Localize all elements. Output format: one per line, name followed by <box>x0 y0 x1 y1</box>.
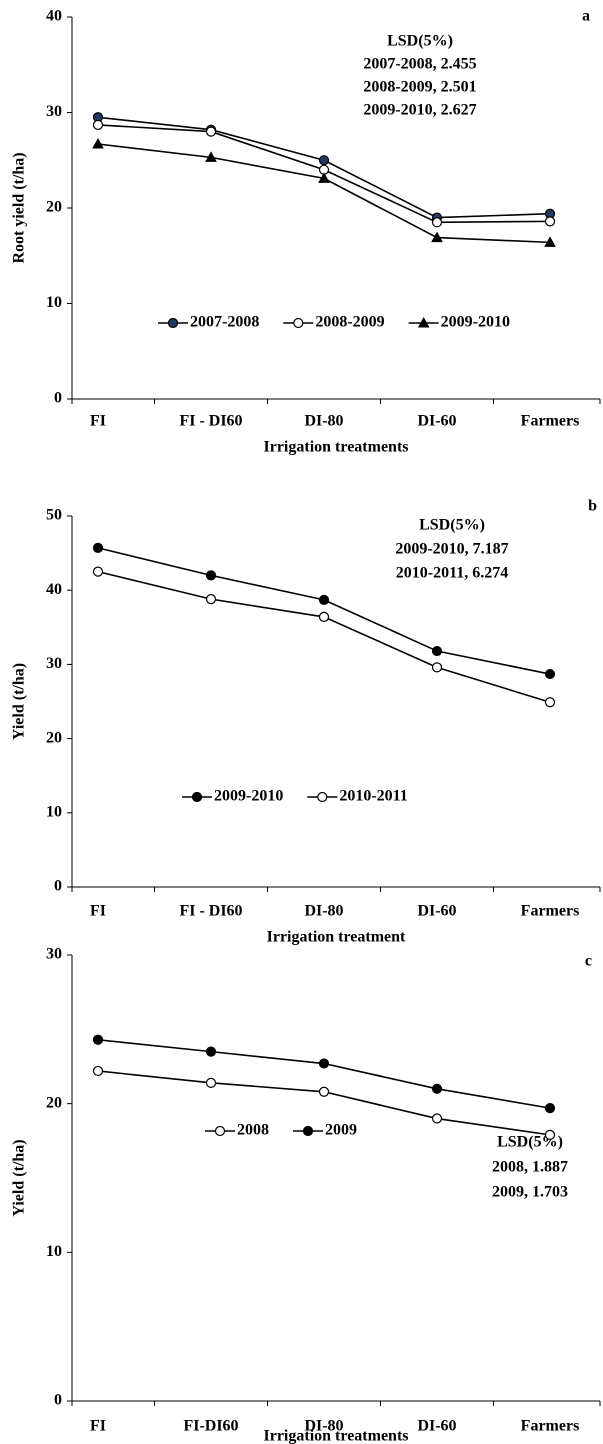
marker <box>431 662 443 673</box>
x-tick-label: Farmers <box>521 1418 580 1435</box>
legend-label: 2009 <box>325 1122 357 1139</box>
legend-marker <box>191 791 203 803</box>
x-tick-label: FI <box>90 413 106 430</box>
x-tick-label: FI - DI60 <box>179 413 242 430</box>
legend-marker <box>293 317 304 329</box>
y-tick-label: 10 <box>46 1243 62 1260</box>
series-line <box>97 1070 551 1136</box>
marker <box>318 172 330 183</box>
y-tick-label: 50 <box>46 507 62 524</box>
y-tick-label: 30 <box>46 946 62 963</box>
y-tick-label: 0 <box>54 390 62 407</box>
x-tick-label: FI <box>90 903 106 920</box>
legend-marker <box>417 316 430 328</box>
chart-panel: 0 10 20 30 40 50 FI FI - DI60 DI-80 DI-60 Farmers I… <box>11 498 601 946</box>
panel-label: a <box>582 8 590 25</box>
y-tick-label: 0 <box>54 1392 62 1409</box>
marker <box>318 155 330 166</box>
legend-label: 2008-2009 <box>315 314 384 331</box>
x-tick-label: FI <box>90 1418 106 1435</box>
y-tick-label: 40 <box>46 8 62 25</box>
marker <box>92 566 104 577</box>
legend-marker <box>167 317 179 329</box>
x-tick-label: DI-80 <box>304 413 343 430</box>
x-tick-label: FI-DI60 <box>183 1418 238 1435</box>
lsd-line: 2010-2011, 6.274 <box>396 565 508 582</box>
marker <box>205 151 217 162</box>
x-tick-label: FI - DI60 <box>179 903 242 920</box>
x-axis-title: Irrigation treatments <box>264 1428 409 1444</box>
marker <box>92 1034 104 1045</box>
panel-label: c <box>585 953 592 970</box>
legend-marker <box>214 1125 226 1137</box>
y-tick-label: 30 <box>46 655 62 672</box>
legend-marker <box>317 791 328 803</box>
marker <box>431 645 443 657</box>
x-axis-title: Irrigation treatments <box>264 439 409 456</box>
y-tick-label: 20 <box>46 1094 62 1111</box>
legend-marker <box>302 1125 314 1137</box>
marker <box>92 1065 104 1077</box>
marker <box>318 1058 330 1069</box>
legend-label: 2009-2010 <box>441 314 510 331</box>
marker <box>544 697 556 708</box>
marker <box>205 594 217 605</box>
lsd-line: 2008-2009, 2.501 <box>363 79 476 96</box>
lsd-line: 2009-2010, 7.187 <box>395 541 508 558</box>
x-tick-label: DI-60 <box>417 1418 456 1435</box>
series-line <box>97 570 551 704</box>
y-tick-label: 0 <box>54 878 62 895</box>
y-axis-title: Yield (t/ha) <box>11 663 28 740</box>
y-tick-label: 20 <box>46 729 62 746</box>
legend-label: 2009-2010 <box>214 788 283 805</box>
y-axis-title: Yield (t/ha) <box>11 1139 28 1216</box>
chart-panel: 0 10 20 30 FI FI-DI60 DI-80 DI-60 Farmers Irrigat… <box>11 946 601 1444</box>
marker <box>92 137 104 149</box>
marker <box>431 217 443 228</box>
x-tick-label: DI-80 <box>304 903 343 920</box>
marker <box>205 1077 217 1088</box>
marker <box>544 1103 556 1114</box>
chart-panel: 0 10 20 30 40 FI FI - DI60 DI-80 DI-60 Farmers Irr… <box>11 8 601 456</box>
marker <box>544 668 556 680</box>
legend-label: 2007-2008 <box>190 314 259 331</box>
marker <box>92 542 104 554</box>
marker <box>431 1113 443 1124</box>
lsd-line: 2009, 1.703 <box>492 1184 568 1201</box>
x-tick-label: Farmers <box>521 903 580 920</box>
lsd-line: 2008, 1.887 <box>492 1159 568 1176</box>
legend-label: 2010-2011 <box>339 788 407 805</box>
x-tick-label: Farmers <box>521 413 580 430</box>
y-tick-label: 10 <box>46 803 62 820</box>
marker <box>92 119 104 131</box>
marker <box>205 570 217 581</box>
marker <box>318 1086 330 1097</box>
marker <box>431 1083 443 1094</box>
marker <box>431 231 443 243</box>
marker <box>544 216 556 227</box>
marker <box>318 611 330 623</box>
marker <box>205 1046 217 1057</box>
marker <box>544 236 556 247</box>
y-tick-label: 20 <box>46 199 62 216</box>
x-tick-label: DI-60 <box>417 903 456 920</box>
x-axis-title: Irrigation treatment <box>267 929 406 946</box>
marker <box>318 594 330 605</box>
x-tick-label: DI-80 <box>304 1418 343 1435</box>
marker <box>205 126 217 137</box>
y-tick-label: 40 <box>46 581 62 598</box>
legend-label: 2008 <box>237 1122 269 1139</box>
panel-label: b <box>588 498 597 515</box>
y-tick-label: 10 <box>46 294 62 311</box>
lsd-line: 2007-2008, 2.455 <box>363 56 476 73</box>
series-line <box>97 1038 551 1109</box>
lsd-line: 2009-2010, 2.627 <box>363 102 476 119</box>
x-tick-label: DI-60 <box>417 413 456 430</box>
lsd-title: LSD(5%) <box>419 517 485 534</box>
marker <box>544 1129 556 1140</box>
y-axis-title: Root yield (t/ha) <box>11 152 28 263</box>
y-tick-label: 30 <box>46 103 62 120</box>
lsd-title: LSD(5%) <box>387 33 453 50</box>
